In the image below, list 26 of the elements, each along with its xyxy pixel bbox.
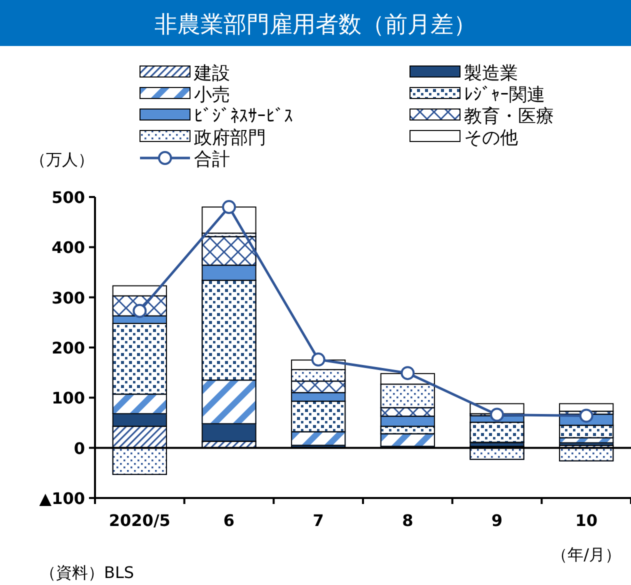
legend-label: 小売 xyxy=(194,84,230,106)
legend-label: 教育・医療 xyxy=(464,106,554,127)
y-axis-title: （万人） xyxy=(30,150,94,169)
legend-label: 政府部門 xyxy=(194,128,266,148)
chart-title: 非農業部門雇用者数（前月差） xyxy=(154,12,476,38)
legend-label: 合計 xyxy=(194,149,230,170)
legend-label: ﾚｼﾞｬｰ関連 xyxy=(464,84,545,106)
legend-label: その他 xyxy=(464,128,518,148)
legend-label: ﾋﾞｼﾞﾈｽｻｰﾋﾞｽ xyxy=(194,106,293,127)
y-tick-label: 0 xyxy=(74,438,85,458)
text: （資料）BLS xyxy=(40,563,134,582)
y-tick-label: 200 xyxy=(52,338,85,358)
y-tick-label: 500 xyxy=(52,188,85,207)
x-tick-label: 2020/5 xyxy=(108,511,170,530)
x-tick-label: 9 xyxy=(491,511,503,530)
x-tick-label: 10 xyxy=(575,511,598,530)
x-tick-label: 7 xyxy=(312,511,324,530)
legend-label: 製造業 xyxy=(464,63,518,84)
y-tick-label: 300 xyxy=(52,288,85,308)
x-tick-label: 8 xyxy=(402,511,414,530)
y-tick-label: ▲100 xyxy=(39,489,85,508)
text: （年/月） xyxy=(552,545,621,564)
legend-label: 建設 xyxy=(193,63,230,84)
y-tick-label: 400 xyxy=(52,238,85,258)
y-tick-label: 100 xyxy=(52,388,85,408)
x-tick-label: 6 xyxy=(223,511,235,530)
